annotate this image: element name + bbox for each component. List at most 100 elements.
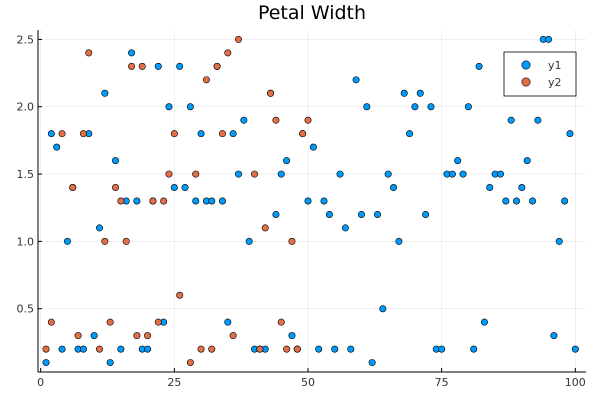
y-tick-label: 2.5 [17,33,35,46]
data-point-y1 [272,210,280,218]
data-point-y1 [422,210,430,218]
data-point-y1 [390,184,398,192]
data-point-y2 [229,332,237,340]
data-point-y1 [341,224,349,232]
data-point-y1 [63,237,71,245]
data-point-y2 [106,318,114,326]
chart-title: Petal Width [258,2,366,24]
data-point-y1 [117,345,125,353]
data-point-y2 [149,197,157,205]
data-point-y2 [69,184,77,192]
data-point-y1 [395,237,403,245]
data-point-y2 [224,49,232,57]
x-tick-label: 75 [435,376,449,389]
data-point-y1 [523,157,531,165]
data-point-y1 [368,359,376,367]
data-point-y1 [352,76,360,84]
data-point-y1 [555,237,563,245]
x-tick-label: 0 [37,376,44,389]
data-point-y2 [197,345,205,353]
data-point-y2 [170,130,178,138]
data-point-y2 [122,237,130,245]
data-point-y1 [470,345,478,353]
data-point-y1 [550,332,558,340]
data-point-y1 [240,116,248,124]
data-point-y2 [293,345,301,353]
data-point-y1 [154,62,162,70]
data-point-y1 [192,197,200,205]
data-point-y2 [213,62,221,70]
data-point-y1 [47,130,55,138]
data-point-y1 [101,89,109,97]
data-point-y1 [144,345,152,353]
data-point-y1 [438,345,446,353]
data-point-y1 [208,197,216,205]
x-tick-label: 50 [301,376,315,389]
data-point-y2 [138,62,146,70]
data-point-y1 [571,345,579,353]
axes [37,30,586,373]
tick-labels: 0 25 50 75 100 0.5 1.0 1.5 2.0 2.5 [17,33,586,389]
data-point-y1 [95,224,103,232]
data-point-y1 [475,62,483,70]
data-point-y1 [363,103,371,111]
data-point-y1 [486,184,494,192]
data-point-y2 [47,318,55,326]
data-point-y1 [534,116,542,124]
data-point-y1 [277,170,285,178]
data-point-y1 [357,210,365,218]
data-point-y2 [202,76,210,84]
data-point-y1 [288,332,296,340]
data-point-y1 [464,103,472,111]
data-point-y1 [529,197,537,205]
data-point-y2 [176,291,184,299]
data-point-y1 [176,62,184,70]
data-point-y2 [283,345,291,353]
data-point-y2 [58,130,66,138]
data-point-y1 [245,237,253,245]
data-point-y2 [256,345,264,353]
data-point-y1 [507,116,515,124]
data-point-y1 [186,103,194,111]
data-point-y2 [42,345,50,353]
data-point-y1 [480,318,488,326]
data-point-y1 [512,197,520,205]
data-point-y1 [373,210,381,218]
y-tick-label: 0.5 [17,303,35,316]
legend-marker-y2 [521,77,531,87]
data-point-y2 [101,237,109,245]
data-point-y1 [315,345,323,353]
data-point-y1 [502,197,510,205]
data-point-y2 [160,197,168,205]
data-point-y1 [106,359,114,367]
data-point-y1 [234,170,242,178]
data-point-y1 [304,197,312,205]
data-point-y1 [53,143,61,151]
data-point-y1 [320,197,328,205]
data-point-y2 [218,130,226,138]
data-point-y2 [299,130,307,138]
data-point-y1 [218,197,226,205]
data-point-y1 [58,345,66,353]
data-point-y1 [42,359,50,367]
data-point-y1 [331,345,339,353]
data-point-y2 [251,170,259,178]
data-point-y2 [95,345,103,353]
data-point-y2 [133,332,141,340]
data-point-y1 [561,197,569,205]
data-point-y1 [347,345,355,353]
data-point-y2 [85,49,93,57]
data-point-y1 [400,89,408,97]
data-point-y2 [234,35,242,43]
y-tick-label: 1.5 [17,168,35,181]
data-point-y1 [224,318,232,326]
data-point-y1 [379,305,387,313]
data-point-y1 [411,103,419,111]
x-tick-label: 25 [167,376,181,389]
data-point-y1 [283,157,291,165]
data-point-y1 [454,157,462,165]
data-point-y1 [181,184,189,192]
data-point-y1 [336,170,344,178]
data-point-y1 [459,170,467,178]
